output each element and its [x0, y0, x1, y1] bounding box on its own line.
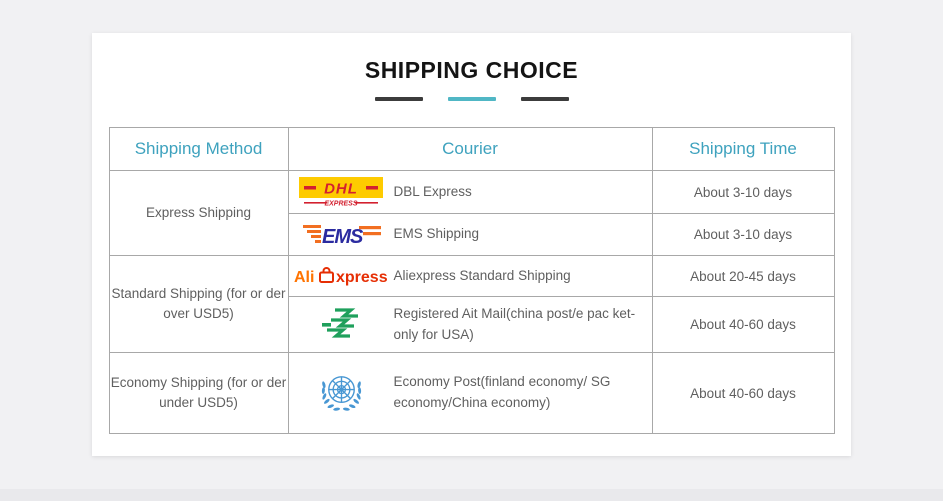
- shipping-table: Shipping Method Courier Shipping Time Ex…: [108, 127, 835, 434]
- method-cell-standard: Standard Shipping (for or der over USD5): [108, 255, 289, 353]
- divider-dash-center: [447, 97, 496, 101]
- shipping-time-label: About 20-45 days: [651, 255, 835, 297]
- header-courier: Courier: [287, 127, 653, 171]
- aliexpress-logo: Ali xpress: [289, 264, 394, 288]
- table-row: Registered Ait Mail(china post/e pac ket…: [109, 296, 835, 353]
- content-card: SHIPPING CHOICE Shipping Method Courier …: [92, 33, 851, 456]
- svg-text:EMS: EMS: [322, 226, 364, 248]
- header-shipping-method: Shipping Method: [108, 127, 289, 171]
- courier-label: Registered Ait Mail(china post/e pac ket…: [393, 305, 636, 342]
- table-header-row: Shipping Method Courier Shipping Time: [108, 127, 835, 171]
- divider-dash-right: [520, 97, 569, 101]
- svg-text:Ali: Ali: [294, 269, 314, 286]
- courier-cell-china-post: Registered Ait Mail(china post/e pac ket…: [287, 296, 653, 353]
- dhl-logo: DHL EXPRESS: [289, 177, 394, 207]
- courier-label: Aliexpress Standard Shipping: [393, 267, 571, 283]
- ems-logo: EMS: [289, 221, 394, 248]
- shipping-time-label: About 40-60 days: [651, 352, 835, 434]
- courier-label: Economy Post(finland economy/ SG economy…: [393, 374, 611, 410]
- page-title: SHIPPING CHOICE: [364, 57, 579, 83]
- page-bottom-strip: [0, 489, 943, 501]
- divider-dash-left: [374, 97, 423, 101]
- courier-label: EMS Shipping: [393, 226, 480, 242]
- title-divider: [92, 97, 851, 101]
- table-row: Economy Shipping (for or der under USD5): [108, 352, 835, 434]
- courier-cell-ems: EMS EMS Shipping: [287, 213, 653, 256]
- courier-cell-economy-post: Economy Post(finland economy/ SG economy…: [287, 352, 653, 434]
- china-post-logo: [289, 302, 394, 348]
- method-cell-economy: Economy Shipping (for or der under USD5): [108, 352, 289, 434]
- courier-label: DBL Express: [393, 183, 472, 199]
- un-economy-post-logo: [289, 370, 394, 417]
- shipping-time-label: About 3-10 days: [651, 213, 835, 256]
- shipping-time-label: About 3-10 days: [651, 170, 835, 214]
- courier-cell-dhl: DHL EXPRESS DBL Express: [287, 170, 653, 214]
- header-shipping-time: Shipping Time: [651, 127, 835, 171]
- method-cell-express: Express Shipping: [108, 170, 289, 256]
- svg-text:DHL: DHL: [324, 181, 358, 198]
- svg-text:xpress: xpress: [336, 269, 388, 286]
- table-row: Standard Shipping (for or der over USD5)…: [108, 255, 835, 353]
- courier-cell-aliexpress: Ali xpress Aliexpress Standard Shipping: [287, 255, 653, 297]
- shipping-time-label: About 40-60 days: [651, 296, 835, 353]
- table-row: Express Shipping DHL EXPRESS: [108, 170, 835, 256]
- svg-text:EXPRESS: EXPRESS: [324, 201, 357, 208]
